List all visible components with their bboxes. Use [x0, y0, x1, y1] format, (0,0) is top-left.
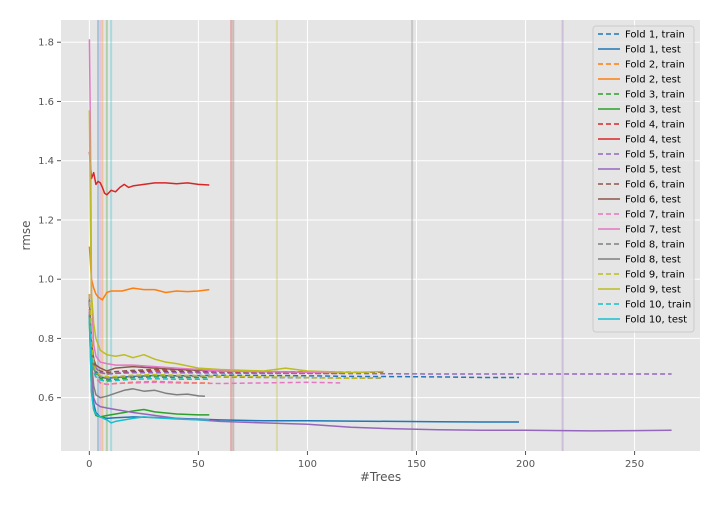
legend-label: Fold 10, test — [625, 315, 687, 326]
legend-label: Fold 5, test — [625, 165, 681, 176]
legend-label: Fold 4, test — [625, 135, 681, 146]
y-tick-label: 1.6 — [38, 97, 54, 108]
legend-label: Fold 7, test — [625, 225, 681, 236]
series-line — [88, 302, 672, 375]
x-tick-label: 100 — [298, 459, 317, 470]
legend-label: Fold 1, train — [625, 30, 685, 41]
legend-label: Fold 9, test — [625, 285, 681, 296]
series-line — [88, 296, 205, 399]
legend-label: Fold 6, test — [625, 195, 681, 206]
x-axis-label: #Trees — [360, 470, 401, 484]
series-line — [88, 299, 519, 380]
series-line — [88, 151, 210, 196]
legend-label: Fold 10, train — [625, 300, 691, 311]
series-line — [88, 311, 672, 432]
y-axis-label: rmse — [19, 220, 33, 250]
legend-label: Fold 5, train — [625, 150, 685, 161]
x-tick-label: 0 — [86, 459, 92, 470]
legend-label: Fold 3, train — [625, 90, 685, 101]
x-tick-label: 150 — [407, 459, 426, 470]
legend-label: Fold 4, train — [625, 120, 685, 131]
ticks: 0 50 100 150 200 250 0.6 0.8 1.0 1.2 1.4 1.6 1.8 — [38, 38, 644, 470]
legend-label: Fold 8, train — [625, 240, 685, 251]
y-tick-label: 1.4 — [38, 156, 54, 167]
legend-label: Fold 2, test — [625, 75, 681, 86]
series-line — [88, 110, 384, 374]
y-tick-label: 1.8 — [38, 38, 54, 49]
y-tick-label: 0.6 — [38, 393, 54, 404]
legend-label: Fold 3, test — [625, 105, 681, 116]
legend: Fold 1, train Fold 1, test Fold 2, train Fo… — [592, 25, 695, 333]
x-tick-label: 250 — [625, 459, 644, 470]
legend-label: Fold 8, test — [625, 255, 681, 266]
series-line — [88, 320, 210, 424]
legend-label: Fold 1, test — [625, 45, 681, 56]
series-line — [88, 317, 210, 383]
legend-label: Fold 6, train — [625, 180, 685, 191]
series-line — [88, 293, 384, 380]
x-tick-label: 200 — [516, 459, 535, 470]
legend-label: Fold 7, train — [625, 210, 685, 221]
series-line — [88, 39, 341, 373]
y-tick-label: 0.8 — [38, 334, 54, 345]
legend-frame — [592, 25, 695, 333]
x-tick-label: 50 — [192, 459, 205, 470]
series-line — [88, 246, 210, 301]
legend-label: Fold 9, train — [625, 270, 685, 281]
y-tick-label: 1.2 — [38, 215, 54, 226]
series-lines — [88, 39, 672, 432]
y-tick-label: 1.0 — [38, 275, 54, 286]
series-line — [88, 308, 341, 386]
legend-label: Fold 2, train — [625, 60, 685, 71]
